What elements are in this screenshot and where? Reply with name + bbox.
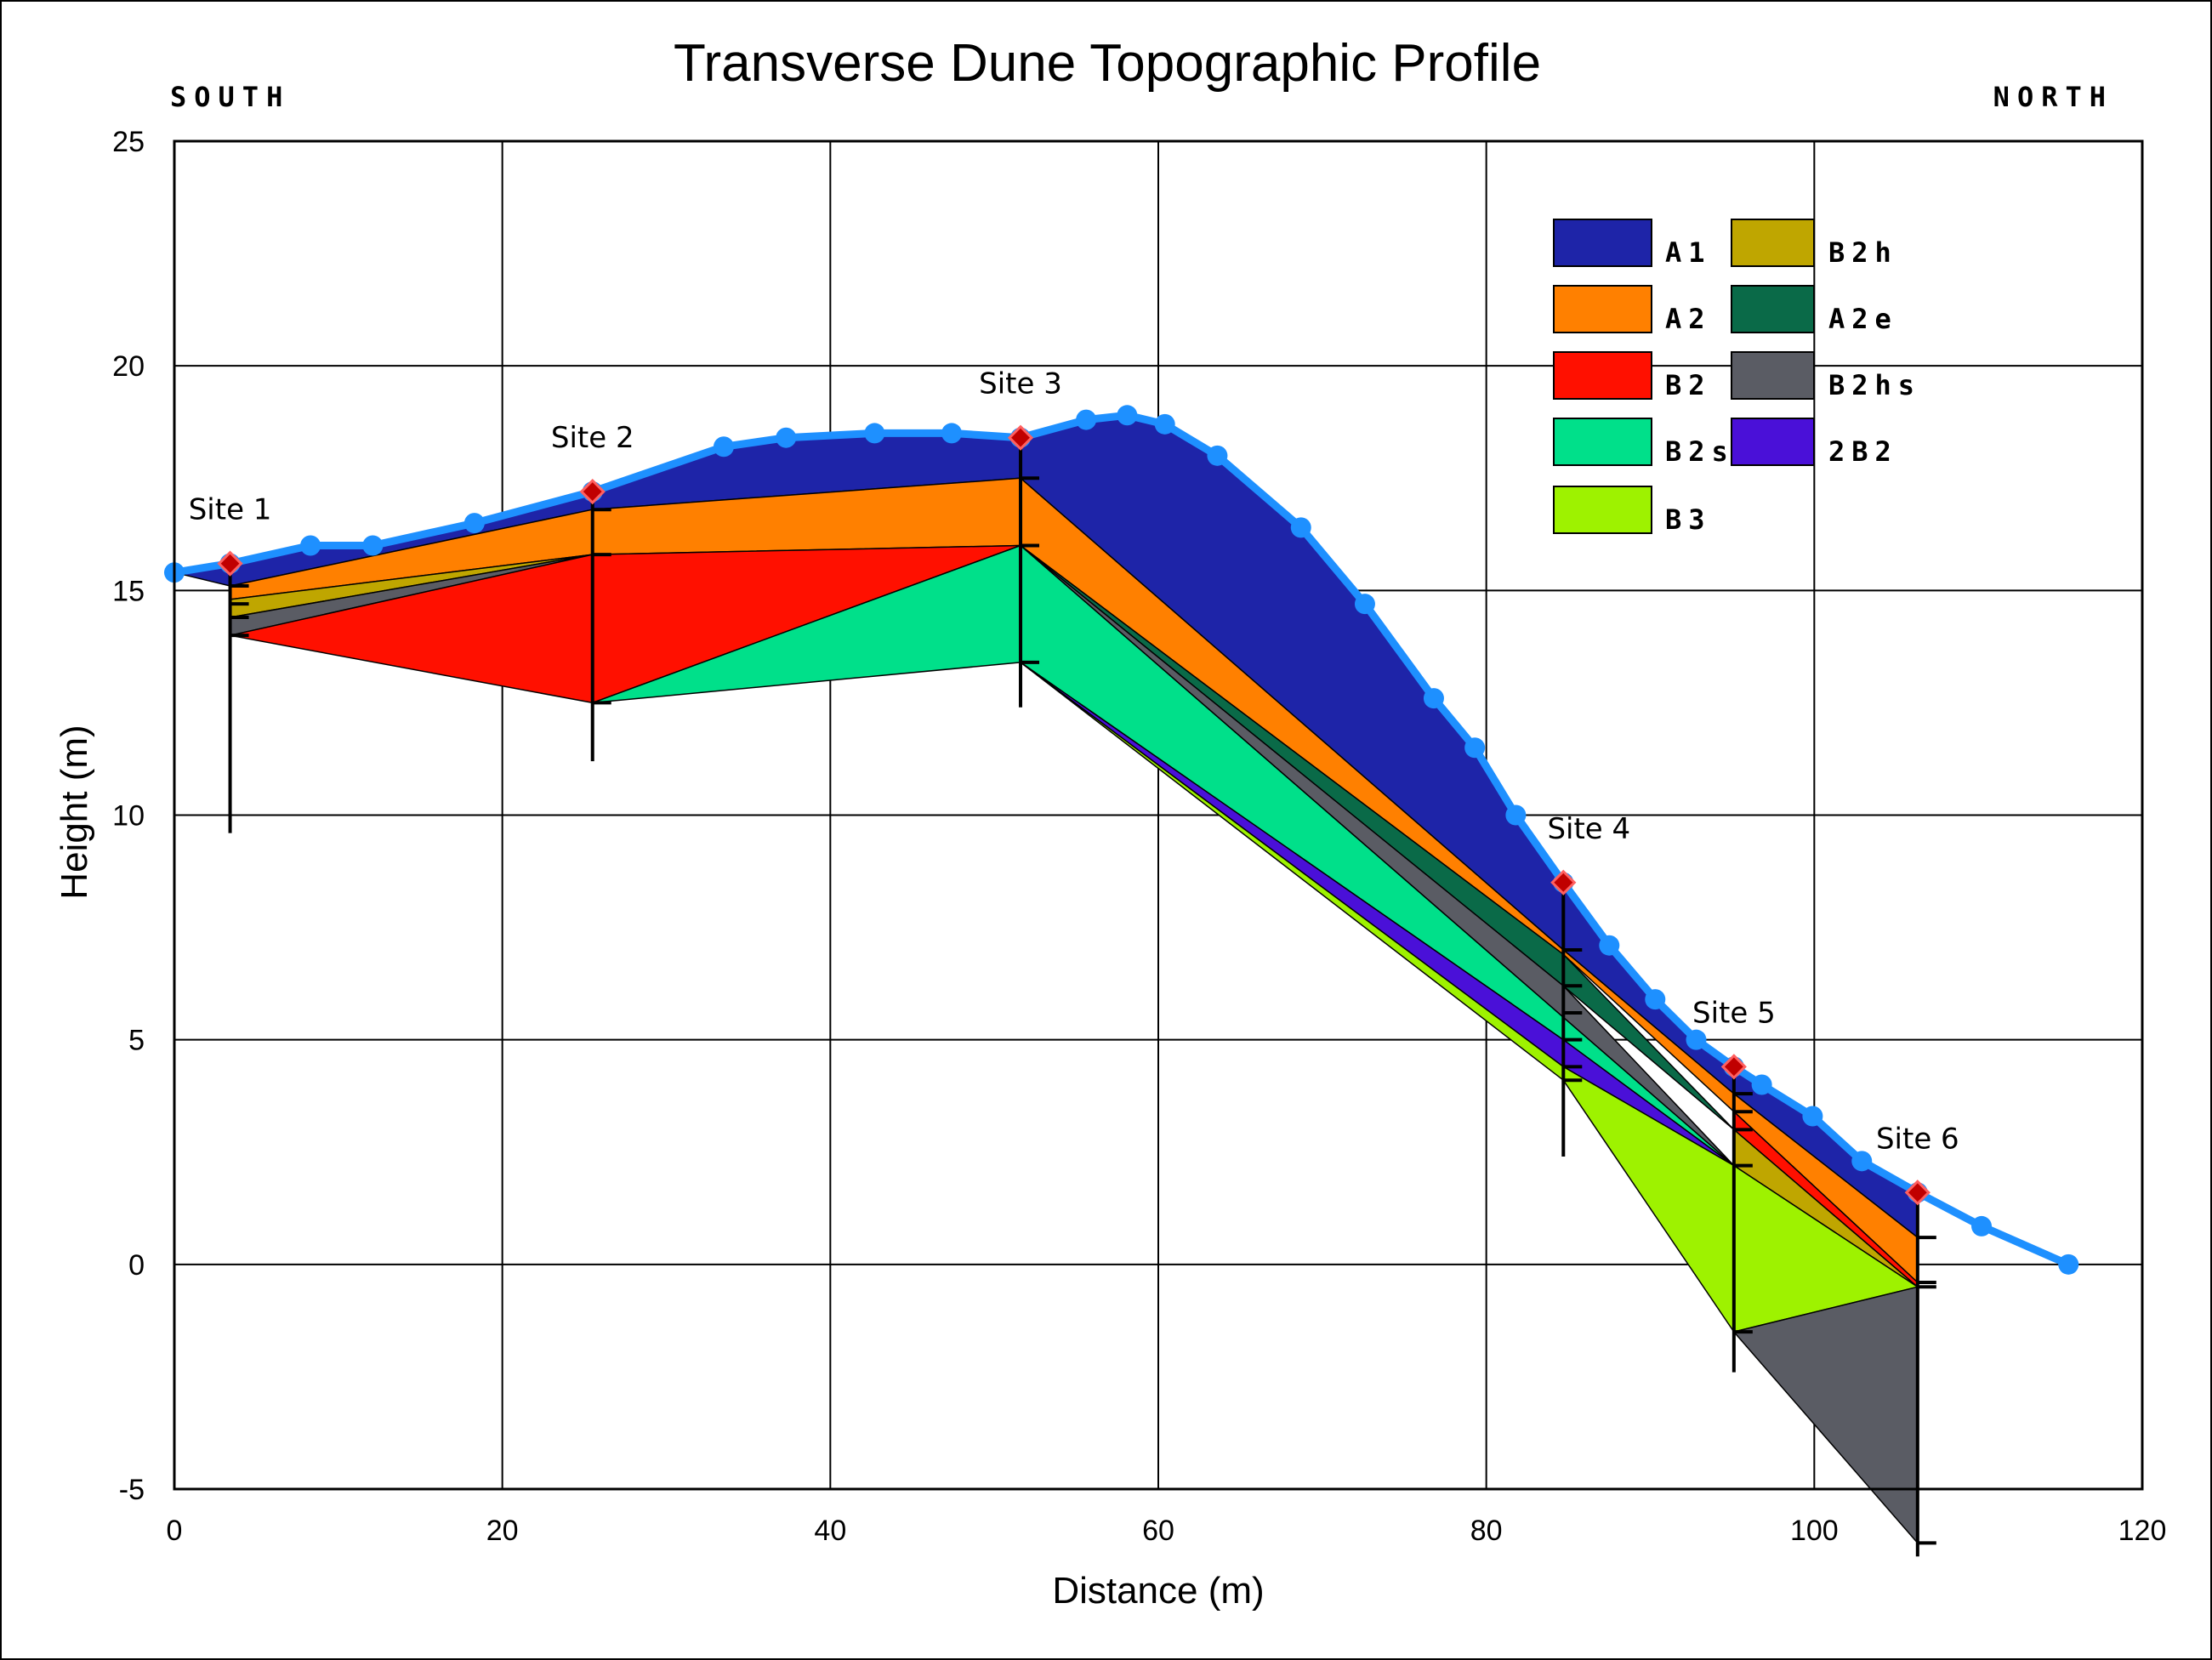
- surface-point: [1076, 409, 1097, 430]
- legend-swatch-b3: [1553, 486, 1652, 534]
- x-tick-label: 60: [1142, 1515, 1174, 1547]
- x-axis-label: Distance (m): [1052, 1570, 1264, 1612]
- surface-point: [1645, 989, 1666, 1010]
- site-label: Site 3: [979, 367, 1062, 401]
- legend-label-a2e: A2e: [1828, 303, 1898, 335]
- legend-swatch-b2hs: [1731, 351, 1815, 400]
- legend-swatch-a2e: [1731, 285, 1815, 333]
- surface-point: [941, 423, 963, 444]
- y-tick-label: 20: [112, 350, 145, 383]
- surface-point: [2058, 1254, 2079, 1275]
- surface-point: [362, 535, 384, 556]
- legend-swatch-b2: [1553, 351, 1652, 400]
- site-marker: [1720, 1054, 1747, 1080]
- legend-label-b2s: B2s: [1665, 435, 1735, 468]
- site-marker: [217, 550, 243, 577]
- y-tick-label: 15: [112, 575, 145, 607]
- surface-point: [1354, 594, 1375, 615]
- surface-point: [1751, 1074, 1772, 1095]
- surface-point: [776, 427, 797, 448]
- surface-point: [300, 535, 321, 556]
- surface-point: [1154, 413, 1175, 435]
- site-marker: [1007, 424, 1034, 451]
- surface-point: [1505, 804, 1527, 826]
- site-label: Site 6: [1876, 1122, 1959, 1156]
- x-tick-label: 100: [1790, 1515, 1839, 1547]
- legend-swatch-2b2: [1731, 418, 1815, 466]
- surface-point: [713, 436, 734, 458]
- plot-area-border: [173, 139, 2144, 1491]
- legend-label-b2: B2: [1665, 369, 1712, 401]
- site-marker: [1550, 869, 1577, 895]
- surface-point: [463, 513, 485, 534]
- plot-frame: [173, 139, 2144, 1491]
- surface-point: [1423, 688, 1444, 709]
- site-label: Site 1: [189, 493, 272, 527]
- borings: [228, 437, 1936, 1557]
- surface-point: [1464, 737, 1486, 759]
- surface-point: [1971, 1215, 1993, 1236]
- site-label: Site 4: [1547, 812, 1630, 846]
- x-tick-label: 40: [814, 1515, 846, 1547]
- surface-point: [1851, 1151, 1873, 1172]
- site-label: Site 5: [1692, 996, 1776, 1030]
- legend-label-b2hs: B2hs: [1828, 369, 1921, 401]
- tick-labels: 0 20 40 60 80 100 120 -5 0 5 10 15 20 25: [112, 126, 2166, 1547]
- legend-label-a2: A2: [1665, 303, 1712, 335]
- legend-swatch-a2: [1553, 285, 1652, 333]
- surface-point: [1290, 517, 1311, 538]
- x-tick-label: 120: [2118, 1515, 2167, 1547]
- south-label: SOUTH: [170, 81, 290, 113]
- site-label: Site 2: [551, 421, 634, 455]
- chart-title: Transverse Dune Topographic Profile: [674, 34, 1541, 93]
- legend: A1 B2h A2 A2e B2 B2hs B2s 2B2 B3: [1553, 219, 1921, 536]
- y-tick-label: 10: [112, 800, 145, 833]
- surface-point: [1686, 1029, 1707, 1050]
- site-marker: [579, 478, 606, 505]
- y-tick-label: -5: [119, 1474, 145, 1506]
- legend-swatch-b2s: [1553, 418, 1652, 466]
- legend-swatch-a1: [1553, 219, 1652, 267]
- y-tick-label: 25: [112, 126, 145, 158]
- y-tick-label: 5: [128, 1025, 145, 1057]
- legend-label-b2h: B2h: [1828, 236, 1898, 269]
- y-tick-label: 0: [128, 1249, 145, 1282]
- x-tick-label: 20: [486, 1515, 519, 1547]
- surface-point: [864, 423, 885, 444]
- site-marker: [1904, 1180, 1931, 1206]
- soil-layers: [173, 414, 1919, 1544]
- legend-label-a1: A1: [1665, 236, 1712, 269]
- surface-point: [1599, 935, 1620, 956]
- surface-point: [1207, 445, 1228, 466]
- surface-point: [1117, 405, 1138, 426]
- legend-swatch-b2h: [1731, 219, 1815, 267]
- y-axis-label: Height (m): [54, 725, 95, 899]
- x-tick-label: 0: [167, 1515, 183, 1547]
- north-label: NORTH: [1993, 81, 2113, 113]
- surface-point: [1802, 1106, 1823, 1127]
- x-tick-label: 80: [1470, 1515, 1503, 1547]
- legend-label-2b2: 2B2: [1828, 435, 1898, 468]
- surface-profile: Site 1 Site 2 Site 3 Site 4 Site 5 Site 6: [164, 367, 2079, 1275]
- legend-label-b3: B3: [1665, 503, 1712, 536]
